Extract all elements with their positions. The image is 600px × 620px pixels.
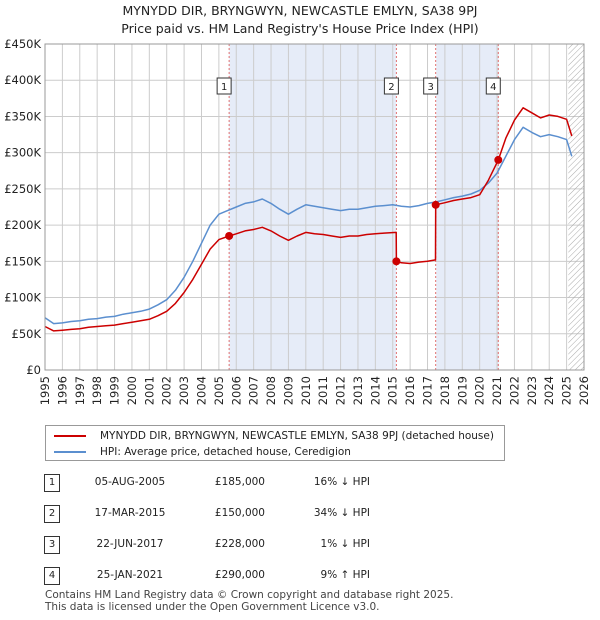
sale-label-boxes: 1 2 3 4 (216, 77, 501, 95)
footer: Contains HM Land Registry data © Crown c… (45, 589, 453, 613)
x-tick-label: 2006 (229, 376, 243, 405)
x-tick-label: 2026 (577, 376, 591, 405)
row-number: 4 (44, 567, 60, 585)
x-tick-label: 1995 (38, 376, 52, 405)
x-tick-label: 1997 (73, 376, 87, 405)
y-tick-label: £100K (4, 291, 41, 305)
legend-item-hpi: HPI: Average price, detached house, Cere… (54, 444, 351, 460)
y-tick-label: £400K (4, 73, 41, 87)
axes: £0 £50K £100K £150K £200K £250K £300K £350K £400… (4, 37, 591, 405)
legend-item-property: MYNYDD DIR, BRYNGWYN, NEWCASTLE EMLYN, S… (54, 428, 494, 444)
row-hpi-relation: 16% ↓ HPI (313, 476, 370, 488)
sale-points (225, 155, 503, 266)
x-tick-label: 2013 (351, 376, 365, 405)
row-date: 17-MAR-2015 (94, 507, 166, 519)
series-lines (44, 107, 573, 332)
x-tick-label: 2021 (490, 376, 504, 405)
footer-line-1: Contains HM Land Registry data © Crown c… (45, 589, 454, 601)
legend-swatch-property (54, 435, 86, 437)
row-price: £150,000 (214, 507, 265, 519)
x-tick-label: 2017 (421, 376, 435, 405)
sale-label-box (485, 77, 501, 95)
x-tick-label: 2023 (525, 376, 539, 405)
x-tick-label: 2010 (299, 376, 313, 405)
x-tick-label: 2018 (438, 376, 452, 405)
forecast-region (568, 44, 584, 370)
row-hpi-relation: 34% ↓ HPI (313, 507, 370, 519)
sale-label-text: 3 (428, 82, 434, 93)
table-row: 1 05-AUG-2005 £185,000 16% ↓ HPI (0, 474, 600, 494)
sale-label-text: 2 (388, 82, 394, 93)
sale-point (392, 257, 401, 266)
x-tick-label: 1996 (55, 376, 69, 405)
row-hpi-relation: 1% ↓ HPI (320, 538, 370, 550)
x-tick-label: 2019 (455, 376, 469, 405)
shaded-range (436, 44, 499, 370)
y-tick-label: £450K (4, 37, 41, 51)
series-line (44, 107, 573, 332)
price-chart: 1 2 3 4 £0 £50K £100K £150K £200K £250K £300K £350… (4, 37, 591, 405)
y-tick-label: £250K (4, 182, 41, 196)
sale-label-box (383, 77, 399, 95)
legend-label-property: MYNYDD DIR, BRYNGWYN, NEWCASTLE EMLYN, S… (100, 430, 494, 442)
table-row: 3 22-JUN-2017 £228,000 1% ↓ HPI (0, 536, 600, 556)
x-tick-label: 2012 (334, 376, 348, 405)
x-tick-label: 2004 (194, 376, 208, 405)
forecast-hatch (568, 44, 584, 370)
title-line-1: MYNYDD DIR, BRYNGWYN, NEWCASTLE EMLYN, S… (122, 3, 478, 18)
sale-label-box (216, 77, 232, 95)
x-tick-label: 2022 (507, 376, 521, 405)
footer-line-2: This data is licensed under the Open Gov… (45, 601, 380, 613)
x-tick-label: 2001 (142, 376, 156, 405)
x-tick-label: 2003 (177, 376, 191, 405)
x-tick-label: 2024 (542, 376, 556, 405)
row-number: 2 (44, 505, 60, 523)
x-tick-label: 2016 (403, 376, 417, 405)
x-tick-label: 2015 (386, 376, 400, 405)
row-date: 05-AUG-2005 (94, 476, 166, 488)
legend-label-hpi: HPI: Average price, detached house, Cere… (100, 446, 351, 458)
sale-label-box (423, 77, 439, 95)
row-number: 1 (44, 474, 60, 492)
x-tick-label: 2007 (247, 376, 261, 405)
plot-frame (44, 43, 585, 371)
sale-point (494, 155, 503, 164)
y-tick-label: £300K (4, 146, 41, 160)
x-tick-label: 2011 (316, 376, 330, 405)
x-tick-label: 2000 (125, 376, 139, 405)
sale-label-text: 1 (221, 82, 227, 93)
row-price: £185,000 (214, 476, 265, 488)
row-date: 22-JUN-2017 (96, 538, 164, 550)
x-tick-label: 2008 (264, 376, 278, 405)
x-tick-label: 2014 (368, 376, 382, 405)
x-tick-label: 1998 (90, 376, 104, 405)
row-date: 25-JAN-2021 (96, 569, 164, 581)
table-row: 2 17-MAR-2015 £150,000 34% ↓ HPI (0, 505, 600, 525)
x-tick-label: 1999 (108, 376, 122, 405)
sale-label-text: 4 (490, 82, 496, 93)
shaded-ranges (229, 44, 499, 370)
x-tick-label: 2009 (281, 376, 295, 405)
y-tick-label: £350K (4, 109, 41, 123)
y-tick-label: £0 (26, 363, 41, 377)
chart-title: MYNYDD DIR, BRYNGWYN, NEWCASTLE EMLYN, S… (0, 2, 600, 38)
x-tick-label: 2005 (212, 376, 226, 405)
legend: MYNYDD DIR, BRYNGWYN, NEWCASTLE EMLYN, S… (45, 425, 505, 461)
y-tick-label: £200K (4, 218, 41, 232)
title-line-2: Price paid vs. HM Land Registry's House … (121, 21, 479, 36)
x-tick-label: 2002 (160, 376, 174, 405)
row-hpi-relation: 9% ↑ HPI (320, 569, 370, 581)
sale-point (431, 200, 440, 209)
table-row: 4 25-JAN-2021 £290,000 9% ↑ HPI (0, 567, 600, 587)
y-tick-label: £50K (12, 327, 42, 341)
legend-swatch-hpi (54, 451, 86, 453)
x-tick-label: 2025 (560, 376, 574, 405)
sale-point (225, 231, 234, 240)
y-tick-label: £150K (4, 254, 41, 268)
series-line (44, 126, 573, 325)
row-price: £228,000 (214, 538, 265, 550)
x-tick-label: 2020 (473, 376, 487, 405)
row-price: £290,000 (214, 569, 265, 581)
row-number: 3 (44, 536, 60, 554)
